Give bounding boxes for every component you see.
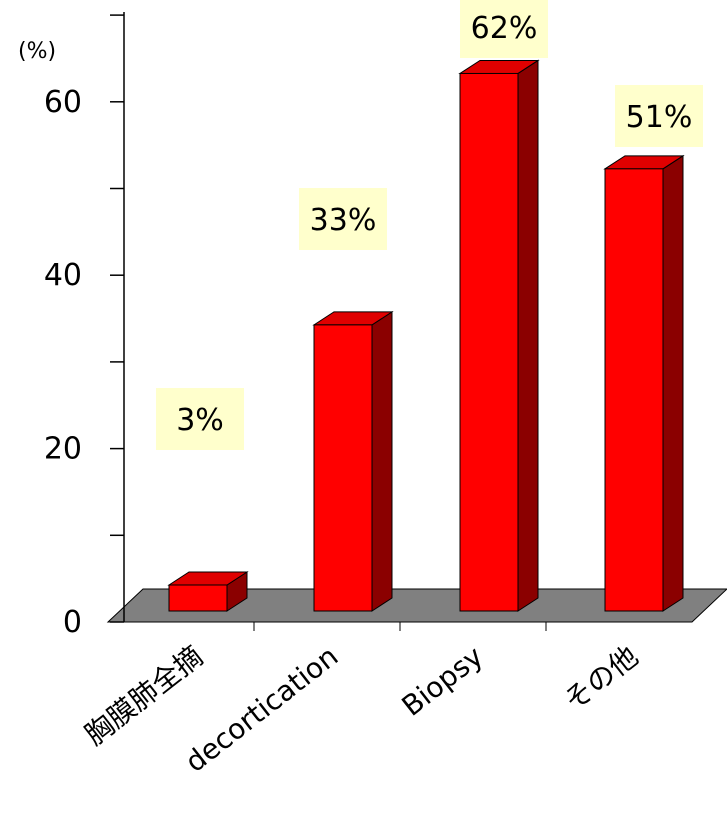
- data-label-text: 51%: [626, 100, 693, 135]
- y-axis-unit: (%): [18, 39, 56, 64]
- category-label: 胸膜肺全摘: [79, 640, 210, 752]
- data-label: 51%: [615, 85, 703, 147]
- bar: [603, 154, 685, 612]
- bar-front: [313, 324, 373, 612]
- y-tick-label: 60: [44, 85, 82, 120]
- x-axis-ticks: [253, 622, 547, 631]
- bar-side: [662, 154, 684, 612]
- data-label-text: 33%: [310, 203, 377, 238]
- y-tick-label: 40: [44, 258, 82, 293]
- bar: [312, 310, 394, 612]
- bar: [458, 59, 540, 612]
- category-label: Biopsy: [396, 640, 490, 723]
- bar: [167, 571, 249, 612]
- bar-side: [517, 59, 539, 612]
- y-tick-label: 20: [44, 432, 82, 467]
- data-labels: 3% 33% 62% 51%: [156, 0, 703, 450]
- bars: [167, 59, 685, 612]
- data-label-background: [615, 85, 703, 147]
- data-label: 33%: [299, 188, 387, 250]
- data-label-background: [299, 188, 387, 250]
- y-axis-ticks: 0 20 40 60: [44, 14, 124, 640]
- data-label-text: 3%: [176, 403, 224, 438]
- category-label: その他: [558, 640, 645, 718]
- data-label-background: [156, 388, 244, 450]
- data-label-text: 62%: [471, 11, 538, 46]
- y-tick-label: 0: [63, 605, 82, 640]
- bar-front: [168, 584, 228, 612]
- data-label: 3%: [156, 388, 244, 450]
- bar-front: [459, 72, 519, 612]
- bar-front: [604, 168, 664, 612]
- chart-floor: [106, 588, 727, 623]
- data-label: 62%: [460, 0, 548, 58]
- bar-side: [371, 310, 393, 612]
- data-label-background: [460, 0, 548, 58]
